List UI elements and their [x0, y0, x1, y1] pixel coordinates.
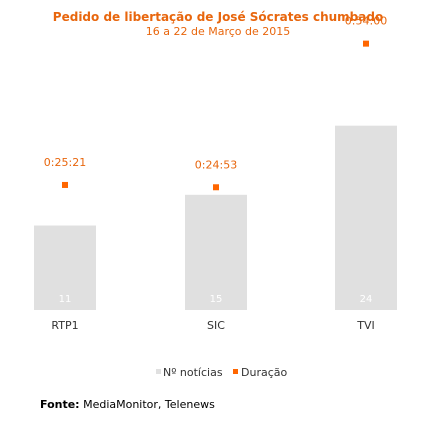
chart-subtitle: 16 a 22 de Março de 2015 — [146, 25, 291, 38]
category-label: SIC — [207, 319, 225, 332]
category-label: TVI — [356, 319, 375, 332]
legend-bar-swatch — [156, 369, 161, 374]
legend: Nº notícias Duração — [156, 366, 287, 379]
source-note: Fonte: MediaMonitor, Telenews — [40, 398, 215, 411]
duration-marker — [213, 184, 219, 191]
category-label: RTP1 — [51, 319, 78, 332]
bar-value-label: 24 — [360, 294, 373, 305]
bar-rtp1 — [34, 225, 96, 310]
legend-bar-label: Nº notícias — [163, 366, 223, 379]
duration-marker — [363, 40, 369, 47]
legend-marker-label: Duração — [241, 366, 287, 379]
duration-label: 0:25:21 — [44, 156, 86, 169]
source-text: MediaMonitor, Telenews — [79, 398, 215, 411]
source-prefix: Fonte: — [40, 398, 80, 411]
chart-title: Pedido de libertação de José Sócrates ch… — [53, 10, 383, 24]
legend-marker-swatch — [233, 369, 238, 374]
duration-label: 0:24:53 — [195, 158, 237, 171]
bar-value-label: 15 — [210, 294, 223, 305]
bar-tvi — [335, 125, 397, 311]
duration-label: 0:54:00 — [345, 15, 387, 28]
bar-value-label: 11 — [59, 294, 72, 305]
duration-marker — [62, 181, 68, 188]
bar-sic — [185, 194, 247, 310]
chart-marks: 11 RTP1 0:25:21 15 SIC 0:24:53 24 TVI 0:54:00 — [34, 15, 397, 332]
